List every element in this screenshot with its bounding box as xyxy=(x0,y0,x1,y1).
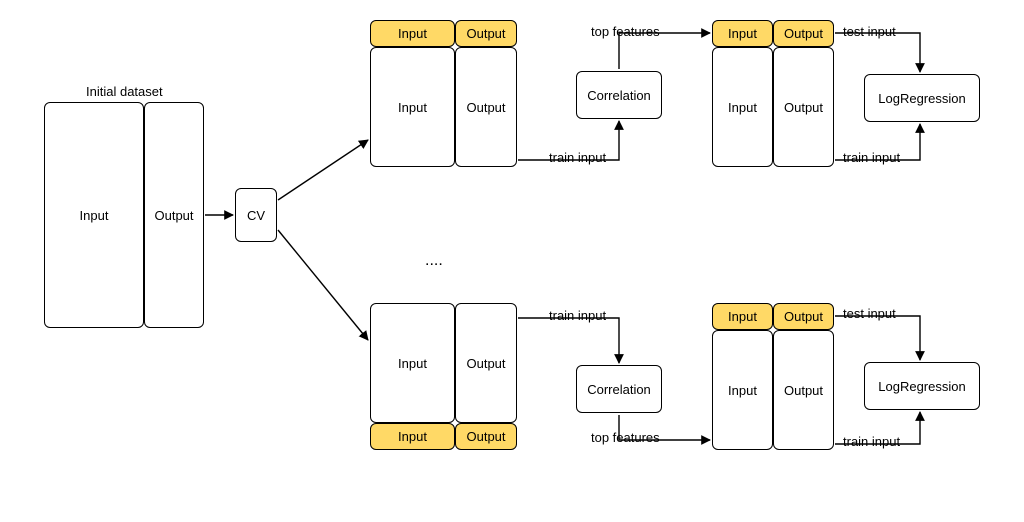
diagram-stage: Initial dataset Input Output CV .... Inp… xyxy=(0,0,1024,522)
logreg-top: LogRegression xyxy=(864,74,980,122)
label-feat-top-train: train input xyxy=(843,150,900,165)
label-feat-top-test: test input xyxy=(843,24,896,39)
fold-bot-header-output: Output xyxy=(455,423,517,450)
edge-cv-to-fold-top xyxy=(278,140,368,200)
edge-feat-bot-test-to-lr xyxy=(835,316,920,360)
cv-label: CV xyxy=(247,208,265,223)
feat-bot-header-output: Output xyxy=(773,303,834,330)
label-corr-top-to-feat: top features xyxy=(591,24,660,39)
fold-top-body-input: Input xyxy=(370,47,455,167)
fold-top-body-output: Output xyxy=(455,47,517,167)
initial-dataset-title: Initial dataset xyxy=(86,84,163,99)
fold-top-header-input: Input xyxy=(370,20,455,47)
label-bot-train-to-corr: train input xyxy=(549,308,606,323)
feat-top-body-output: Output xyxy=(773,47,834,167)
correlation-top: Correlation xyxy=(576,71,662,119)
feat-top-body-input: Input xyxy=(712,47,773,167)
correlation-bot: Correlation xyxy=(576,365,662,413)
label-feat-bot-train: train input xyxy=(843,434,900,449)
fold-top-header-output: Output xyxy=(455,20,517,47)
label-corr-bot-to-feat: top features xyxy=(591,430,660,445)
feat-top-header-output: Output xyxy=(773,20,834,47)
edge-cv-to-fold-bot xyxy=(278,230,368,340)
initial-output-box: Output xyxy=(144,102,204,328)
ellipsis: .... xyxy=(425,252,443,270)
label-feat-bot-test: test input xyxy=(843,306,896,321)
feat-bot-body-input: Input xyxy=(712,330,773,450)
fold-bot-body-input: Input xyxy=(370,303,455,423)
feat-bot-body-output: Output xyxy=(773,330,834,450)
initial-input-label: Input xyxy=(80,208,109,223)
feat-bot-header-input: Input xyxy=(712,303,773,330)
fold-bot-body-output: Output xyxy=(455,303,517,423)
fold-bot-header-input: Input xyxy=(370,423,455,450)
logreg-bot: LogRegression xyxy=(864,362,980,410)
cv-box: CV xyxy=(235,188,277,242)
initial-output-label: Output xyxy=(154,208,193,223)
edge-bot-train-to-corr xyxy=(518,318,619,363)
feat-top-header-input: Input xyxy=(712,20,773,47)
label-top-train-to-corr: train input xyxy=(549,150,606,165)
initial-input-box: Input xyxy=(44,102,144,328)
